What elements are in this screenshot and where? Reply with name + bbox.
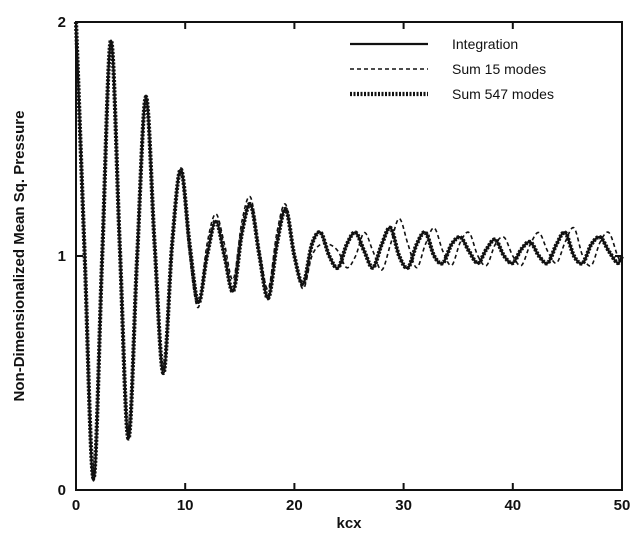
series-line-3	[73, 21, 624, 481]
y-tick-label: 0	[58, 482, 66, 499]
x-tick-label: 10	[177, 497, 194, 514]
legend-label-1: Integration	[452, 36, 518, 52]
legend-label-2: Sum 15 modes	[452, 61, 546, 77]
series-layer	[73, 21, 624, 482]
ticks-layer: 0 10 20 30 40 50 0 1 2	[58, 14, 631, 514]
legend-label-3: Sum 547 modes	[452, 86, 554, 102]
x-tick-label: 50	[614, 497, 631, 514]
x-tick-label: 0	[72, 497, 80, 514]
x-tick-label: 40	[504, 497, 521, 514]
y-tick-label: 2	[58, 14, 66, 31]
legend: Integration Sum 15 modes Sum 547 modes	[350, 36, 554, 102]
y-axis-label: Non-Dimensionalized Mean Sq. Pressure	[11, 111, 28, 402]
y-tick-label: 1	[58, 248, 66, 265]
x-axis-label: kcx	[336, 515, 362, 532]
x-tick-label: 20	[286, 497, 303, 514]
x-tick-label: 30	[395, 497, 412, 514]
